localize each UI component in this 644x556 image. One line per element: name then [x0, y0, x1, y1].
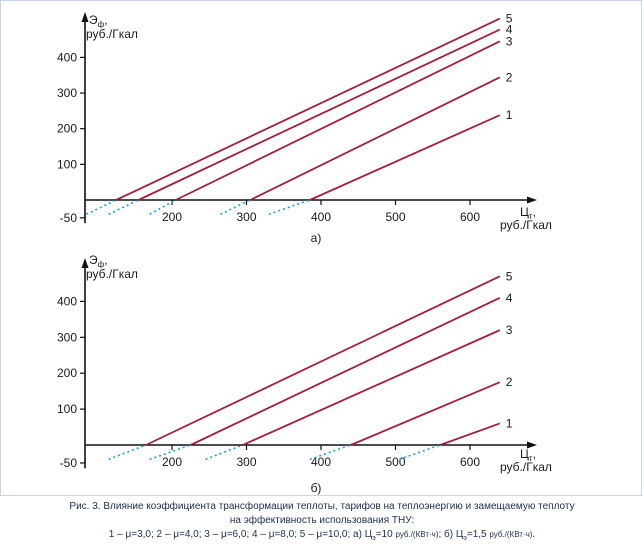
y-tick-label: 300 [57, 330, 77, 344]
y-tick-label: 100 [57, 157, 77, 171]
y-tick-label: 400 [57, 50, 77, 64]
series-2-label: 2 [506, 375, 513, 389]
y-axis-label-bottom: руб./Гкал [86, 267, 138, 281]
series-1-extension [268, 199, 311, 216]
series-4-extension [149, 444, 191, 461]
caption-line-1: Рис. 3. Влияние коэффициента трансформац… [69, 501, 575, 512]
y-tick-label: -50 [60, 211, 78, 225]
series-5-line [115, 17, 501, 201]
series-5-extension [108, 444, 147, 461]
figure-caption: Рис. 3. Влияние коэффициента трансформац… [0, 500, 644, 546]
series-1-line [309, 114, 501, 201]
x-tick-label: 300 [236, 210, 256, 224]
x-axis-label-top: Цт, [520, 205, 536, 221]
x-axis-arrow [527, 196, 537, 204]
series-5-label: 5 [506, 269, 513, 283]
series-2-extension [309, 444, 352, 461]
y-tick-label: 100 [57, 402, 77, 416]
series-3-extension [205, 444, 244, 461]
y-axis-arrow [81, 12, 89, 22]
chart-b-marks: -50 100 200 300 400 200 300 400 500 600 1 2 3 4 5 [57, 258, 537, 470]
x-tick-label: 300 [236, 455, 256, 469]
x-tick-label: 200 [162, 210, 182, 224]
x-tick-label: 200 [162, 455, 182, 469]
series-2-line [350, 381, 501, 446]
series-3-label: 3 [506, 323, 513, 337]
x-tick-label: 500 [385, 210, 405, 224]
chart-a-marks: -50 100 200 300 400 200 300 400 500 600 1 2 345 [57, 12, 537, 225]
panel-label-a: а) [311, 231, 322, 245]
x-tick-label: 500 [385, 455, 405, 469]
series-2-extension [220, 199, 251, 215]
x-axis-label-bottom: руб./Гкал [500, 460, 552, 474]
x-axis-label-bottom: руб./Гкал [500, 218, 552, 232]
series-1-label: 1 [506, 416, 513, 430]
series-4-label: 4 [506, 291, 513, 305]
x-tick-label: 400 [311, 210, 331, 224]
series-1-label: 1 [506, 108, 513, 122]
y-axis-label-top: Эф, [89, 13, 108, 29]
series-5-label: 5 [506, 12, 513, 26]
series-3-line [242, 329, 501, 446]
series-2-label: 2 [506, 70, 513, 84]
series-2-line [249, 76, 501, 201]
y-axis-label-bottom: руб./Гкал [86, 27, 138, 41]
figure-frame [0, 0, 642, 496]
series-3-line [175, 40, 501, 201]
series-1-line [439, 422, 501, 446]
series-3-label: 3 [506, 34, 513, 48]
y-tick-label: 200 [57, 122, 77, 136]
y-tick-label: -50 [60, 456, 78, 470]
series-5-line [145, 275, 501, 446]
series-4-extension [108, 199, 139, 215]
x-tick-label: 400 [311, 455, 331, 469]
x-tick-label: 600 [460, 210, 480, 224]
caption-line-2: на эффективность использования ТНУ: [229, 515, 415, 526]
x-axis-label-top: Цт, [520, 447, 536, 463]
x-axis-arrow [527, 441, 537, 449]
series-5-extension [85, 199, 117, 215]
x-tick-label: 600 [460, 455, 480, 469]
y-tick-label: 200 [57, 366, 77, 380]
y-axis-label-top: Эф, [89, 253, 108, 269]
panel-label-b: б) [311, 481, 322, 495]
y-tick-label: 400 [57, 294, 77, 308]
y-axis-arrow [81, 258, 89, 268]
series-4-line [138, 28, 501, 201]
caption-line-3: 1 – μ=3,0; 2 – μ=4,0; 3 – μ=6,0; 4 – μ=8… [108, 529, 536, 542]
series-1-extension [398, 444, 441, 461]
series-4-line [190, 296, 501, 446]
series-4-label: 4 [506, 23, 513, 37]
y-tick-label: 300 [57, 86, 77, 100]
